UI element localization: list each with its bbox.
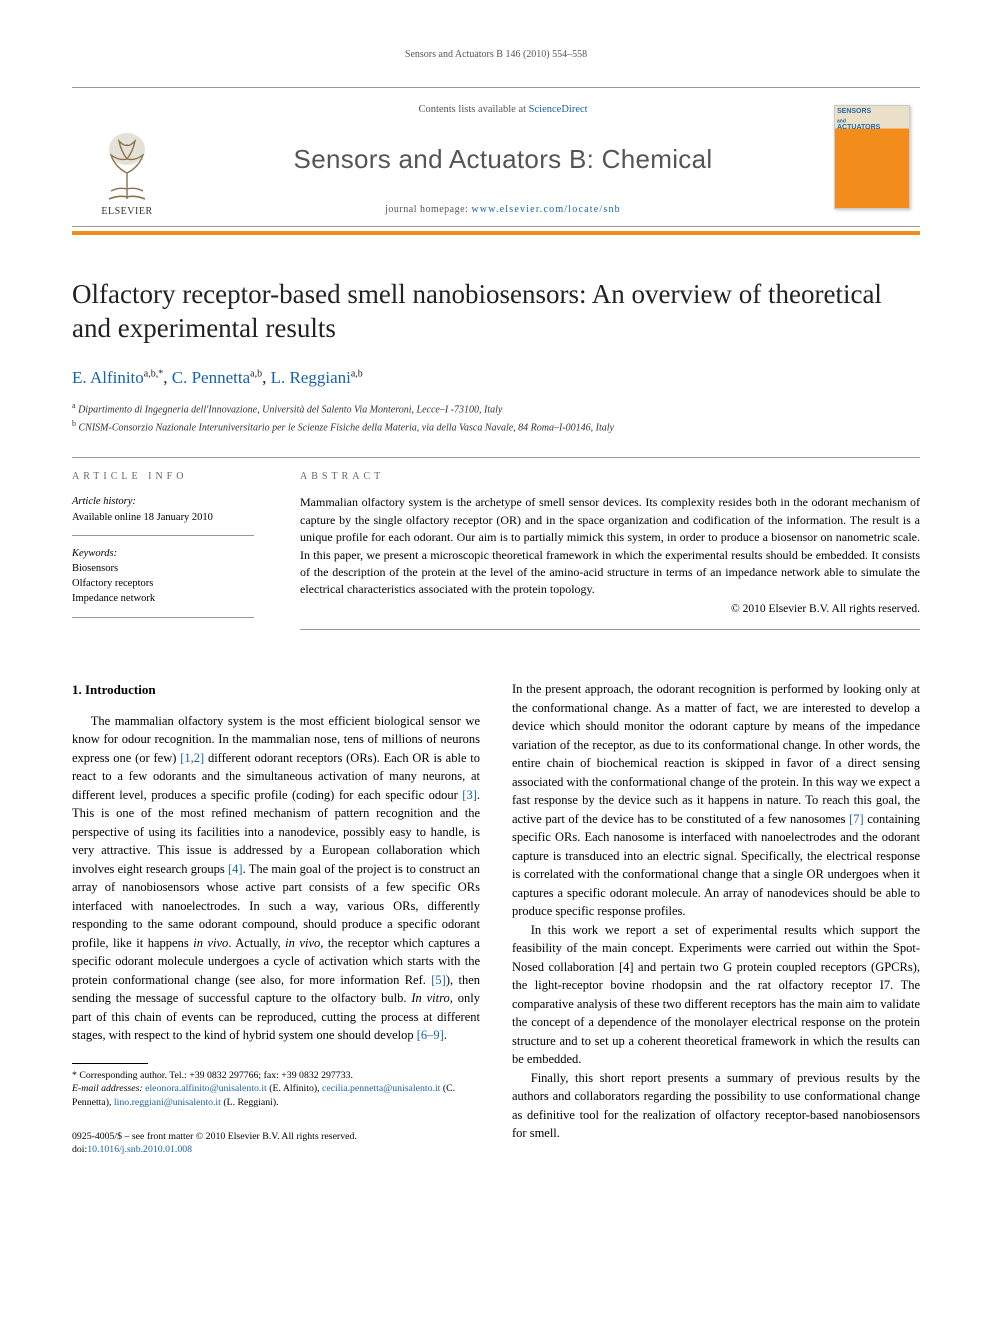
aff-sup: b bbox=[72, 419, 76, 428]
email-who: (L. Reggiani). bbox=[223, 1097, 278, 1108]
journal-homepage-link[interactable]: www.elsevier.com/locate/snb bbox=[471, 204, 621, 215]
article-history-block: Article history: Available online 18 Jan… bbox=[72, 494, 254, 535]
elsevier-logo-icon bbox=[93, 129, 161, 203]
cover-label-2: ACTUATORS bbox=[837, 124, 880, 131]
journal-title: Sensors and Actuators B: Chemical bbox=[294, 141, 713, 179]
doi-link[interactable]: 10.1016/j.snb.2010.01.008 bbox=[87, 1144, 192, 1155]
email-who: (E. Alfinito), bbox=[269, 1083, 319, 1094]
section-heading: 1. Introduction bbox=[72, 680, 480, 699]
corresponding-footnote: * Corresponding author. Tel.: +39 0832 2… bbox=[72, 1069, 480, 1110]
accent-bar bbox=[72, 231, 920, 235]
homepage-prefix: journal homepage: bbox=[385, 204, 471, 215]
history-heading: Article history: bbox=[72, 496, 136, 507]
author-link[interactable]: E. Alfinito bbox=[72, 368, 144, 387]
journal-masthead: ELSEVIER Contents lists available at Sci… bbox=[72, 87, 920, 227]
doi-prefix: doi: bbox=[72, 1144, 87, 1155]
publisher-block: ELSEVIER bbox=[72, 88, 182, 226]
affiliations: a Dipartimento di Ingegneria dell'Innova… bbox=[72, 400, 920, 435]
running-header: Sensors and Actuators B 146 (2010) 554–5… bbox=[72, 48, 920, 63]
citation-link[interactable]: [7] bbox=[849, 812, 864, 826]
aff-sup: a bbox=[72, 401, 76, 410]
journal-homepage-line: journal homepage: www.elsevier.com/locat… bbox=[385, 203, 621, 218]
author-aff-sup: a,b, bbox=[144, 368, 158, 379]
body-paragraph: The mammalian olfactory system is the mo… bbox=[72, 712, 480, 1045]
body-paragraph: Finally, this short report presents a su… bbox=[512, 1069, 920, 1143]
journal-cover-thumb: SENSORS and ACTUATORS bbox=[834, 105, 910, 209]
author-corr-mark: * bbox=[158, 368, 163, 379]
contents-line: Contents lists available at ScienceDirec… bbox=[418, 102, 587, 117]
email-line: E-mail addresses: eleonora.alfinito@unis… bbox=[72, 1082, 480, 1109]
sciencedirect-link[interactable]: ScienceDirect bbox=[529, 104, 588, 115]
aff-text: Dipartimento di Ingegneria dell'Innovazi… bbox=[78, 405, 502, 416]
citation-link[interactable]: [6–9] bbox=[417, 1028, 444, 1042]
author-link[interactable]: L. Reggiani bbox=[271, 368, 351, 387]
info-abstract-row: article info Article history: Available … bbox=[72, 457, 920, 643]
author-aff-sup: a,b bbox=[250, 368, 262, 379]
cover-label-1: SENSORS bbox=[837, 108, 871, 115]
keywords-heading: Keywords: bbox=[72, 548, 117, 559]
abstract-column: abstract Mammalian olfactory system is t… bbox=[272, 458, 920, 643]
keyword: Biosensors bbox=[72, 563, 118, 574]
contents-prefix: Contents lists available at bbox=[418, 104, 528, 115]
author-link[interactable]: C. Pennetta bbox=[172, 368, 250, 387]
body-columns: 1. Introduction The mammalian olfactory … bbox=[72, 680, 920, 1157]
affiliation-line: b CNISM-Consorzio Nazionale Interunivers… bbox=[72, 418, 920, 435]
body-column-right: In the present approach, the odorant rec… bbox=[512, 680, 920, 1157]
email-link[interactable]: lino.reggiani@unisalento.it bbox=[114, 1097, 221, 1108]
author-aff-sup: a,b bbox=[351, 368, 363, 379]
abstract-body: Mammalian olfactory system is the archet… bbox=[300, 495, 920, 596]
keyword: Impedance network bbox=[72, 593, 155, 604]
doi-line: doi:10.1016/j.snb.2010.01.008 bbox=[72, 1143, 480, 1157]
history-text: Available online 18 January 2010 bbox=[72, 512, 213, 523]
email-link[interactable]: eleonora.alfinito@unisalento.it bbox=[145, 1083, 267, 1094]
keyword: Olfactory receptors bbox=[72, 578, 153, 589]
email-link[interactable]: cecilia.pennetta@unisalento.it bbox=[322, 1083, 440, 1094]
footnote-divider bbox=[72, 1063, 148, 1064]
article-info-label: article info bbox=[72, 470, 254, 485]
article-info-column: article info Article history: Available … bbox=[72, 458, 272, 643]
authors-line: E. Alfinitoa,b,*, C. Pennettaa,b, L. Reg… bbox=[72, 366, 920, 391]
author-name: L. Reggiani bbox=[271, 368, 351, 387]
citation-link[interactable]: [1,2] bbox=[180, 751, 204, 765]
masthead-center: Contents lists available at ScienceDirec… bbox=[182, 88, 824, 226]
abstract-copyright: © 2010 Elsevier B.V. All rights reserved… bbox=[300, 601, 920, 618]
body-column-left: 1. Introduction The mammalian olfactory … bbox=[72, 680, 480, 1157]
abstract-text: Mammalian olfactory system is the archet… bbox=[300, 494, 920, 630]
email-label: E-mail addresses: bbox=[72, 1083, 145, 1094]
article-title: Olfactory receptor-based smell nanobiose… bbox=[72, 277, 920, 346]
publisher-name: ELSEVIER bbox=[101, 205, 152, 220]
body-paragraph: In the present approach, the odorant rec… bbox=[512, 680, 920, 921]
author-name: E. Alfinito bbox=[72, 368, 144, 387]
front-matter-line: 0925-4005/$ – see front matter © 2010 El… bbox=[72, 1130, 480, 1144]
author-name: C. Pennetta bbox=[172, 368, 250, 387]
cover-label: SENSORS and ACTUATORS bbox=[837, 108, 880, 132]
citation-link[interactable]: [5] bbox=[431, 973, 446, 987]
body-paragraph: In this work we report a set of experime… bbox=[512, 921, 920, 1069]
corr-author-line: * Corresponding author. Tel.: +39 0832 2… bbox=[72, 1069, 480, 1083]
cover-block: SENSORS and ACTUATORS bbox=[824, 88, 920, 226]
citation-link[interactable]: [4] bbox=[228, 862, 243, 876]
abstract-label: abstract bbox=[300, 470, 920, 485]
keywords-block: Keywords: Biosensors Olfactory receptors… bbox=[72, 546, 254, 618]
aff-text: CNISM-Consorzio Nazionale Interuniversit… bbox=[79, 422, 614, 433]
front-matter: 0925-4005/$ – see front matter © 2010 El… bbox=[72, 1130, 480, 1157]
affiliation-line: a Dipartimento di Ingegneria dell'Innova… bbox=[72, 400, 920, 417]
citation-link[interactable]: [3] bbox=[462, 788, 477, 802]
